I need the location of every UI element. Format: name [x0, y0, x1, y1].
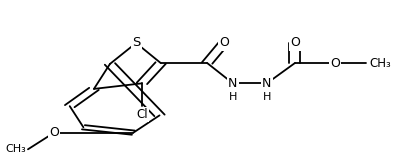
Text: CH₃: CH₃	[5, 144, 26, 154]
Text: O: O	[49, 126, 59, 139]
Text: H: H	[263, 92, 271, 102]
Text: S: S	[132, 36, 140, 49]
Text: H: H	[229, 92, 237, 102]
Text: O: O	[330, 57, 340, 70]
Text: O: O	[219, 36, 229, 49]
Text: N: N	[228, 77, 237, 90]
Text: Cl: Cl	[136, 108, 148, 121]
Text: CH₃: CH₃	[369, 57, 391, 70]
Text: N: N	[262, 77, 272, 90]
Text: O: O	[290, 36, 300, 49]
